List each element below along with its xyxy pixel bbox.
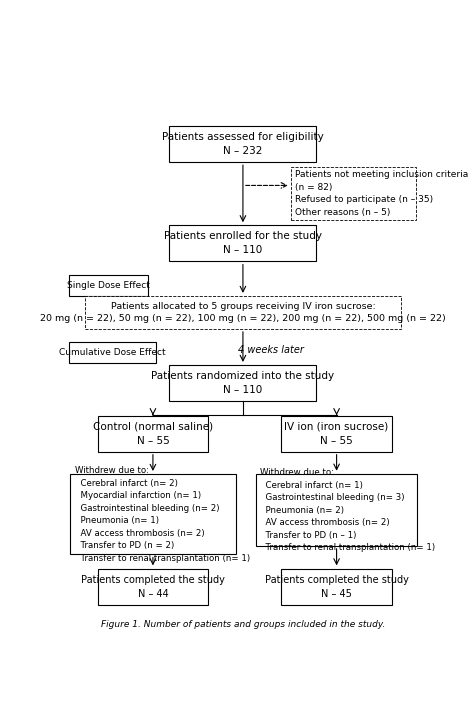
Text: Figure 1. Number of patients and groups included in the study.: Figure 1. Number of patients and groups … [101,619,385,629]
FancyBboxPatch shape [169,126,316,162]
FancyBboxPatch shape [256,474,418,546]
FancyBboxPatch shape [291,168,416,220]
FancyBboxPatch shape [169,225,316,261]
FancyBboxPatch shape [98,416,208,452]
FancyBboxPatch shape [169,365,316,401]
Text: Patients completed the study
N – 44: Patients completed the study N – 44 [81,575,225,599]
Text: Control (normal saline)
N – 55: Control (normal saline) N – 55 [93,422,213,446]
Text: Patients enrolled for the study
N – 110: Patients enrolled for the study N – 110 [164,232,322,255]
FancyBboxPatch shape [98,569,208,604]
Text: Withdrew due to:
  Cerebral infarct (n= 1)
  Gastrointestinal bleeding (n= 3)
  : Withdrew due to: Cerebral infarct (n= 1)… [260,468,435,552]
FancyBboxPatch shape [69,275,148,296]
FancyBboxPatch shape [70,475,236,554]
FancyBboxPatch shape [282,416,392,452]
FancyBboxPatch shape [282,569,392,604]
Text: Patients assessed for eligibility
N – 232: Patients assessed for eligibility N – 23… [162,132,324,156]
FancyBboxPatch shape [69,342,155,363]
Text: Patients not meeting inclusion criteria
(n = 82)
Refused to participate (n – 35): Patients not meeting inclusion criteria … [295,171,468,217]
Text: Patients randomized into the study
N – 110: Patients randomized into the study N – 1… [151,371,335,395]
FancyBboxPatch shape [85,296,401,329]
Text: Cumulative Dose Effect: Cumulative Dose Effect [59,348,166,356]
Text: Patients allocated to 5 groups receiving IV iron sucrose:
20 mg (n = 22), 50 mg : Patients allocated to 5 groups receiving… [40,302,446,323]
Text: Patients completed the study
N – 45: Patients completed the study N – 45 [264,575,409,599]
Text: 4 weeks later: 4 weeks later [237,345,303,355]
Text: Withdrew due to:
  Cerebral infarct (n= 2)
  Myocardial infarction (n= 1)
  Gast: Withdrew due to: Cerebral infarct (n= 2)… [75,466,250,563]
Text: IV ion (iron sucrose)
N – 55: IV ion (iron sucrose) N – 55 [284,422,389,446]
Text: Single Dose Effect: Single Dose Effect [67,281,150,290]
